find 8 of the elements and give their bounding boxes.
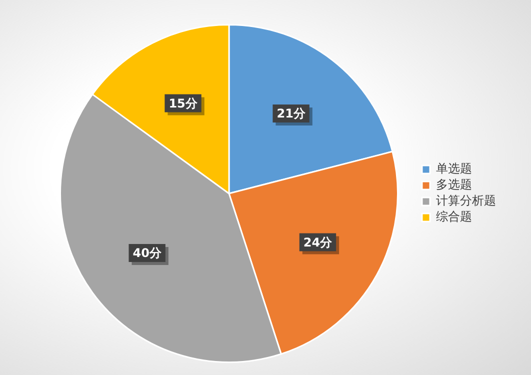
data-label: 40分	[132, 246, 162, 260]
data-label: 24分	[303, 235, 334, 250]
legend-label: 综合题	[436, 210, 472, 224]
legend-label: 单选题	[436, 162, 472, 176]
legend-label: 计算分析题	[436, 194, 496, 208]
data-label: 21分	[276, 106, 306, 121]
legend-label: 多选题	[436, 178, 472, 192]
data-label: 15分	[168, 96, 198, 110]
